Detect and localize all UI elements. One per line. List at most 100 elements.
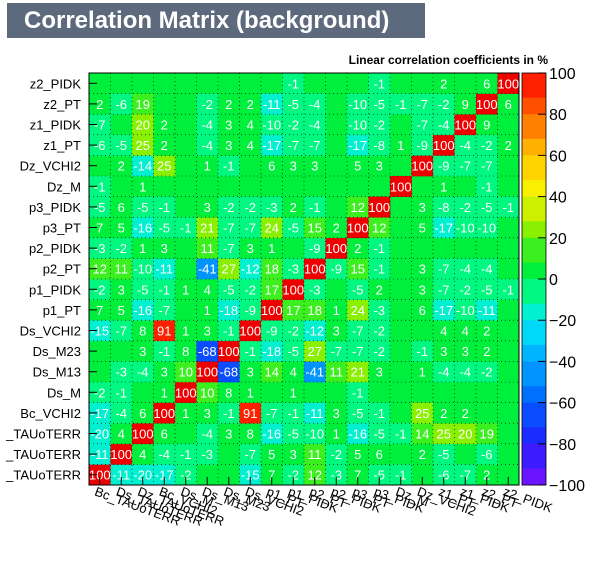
heatmap-cell: [196, 402, 219, 424]
heatmap-cell: [153, 382, 176, 403]
heatmap-cell: [433, 196, 455, 218]
cell-value-label: 100: [497, 76, 519, 91]
cell-value-label: -4: [438, 365, 450, 380]
cell-value-label: 1: [333, 427, 340, 442]
colorbar-segment: [522, 402, 546, 412]
cell-value-label: -17: [262, 138, 281, 153]
cell-value-label: -3: [309, 282, 321, 297]
cell-value-label: 3: [419, 282, 426, 297]
heatmap-cell: [110, 279, 133, 300]
heatmap-cell: [476, 279, 498, 300]
heatmap-cell: [110, 258, 133, 280]
heatmap-cell: [282, 402, 305, 424]
cell-value-label: -2: [180, 468, 192, 483]
colorbar-segment: [522, 270, 546, 280]
cell-value-label: -7: [94, 118, 106, 133]
heatmap-cell: [368, 464, 391, 486]
cell-value-label: 2: [96, 97, 103, 112]
heatmap-cell: [153, 464, 176, 486]
y-axis-label: Dz_M: [47, 179, 81, 194]
heatmap-cell: [347, 258, 369, 280]
heatmap-cell: [132, 443, 154, 465]
plot-frame: [88, 72, 520, 486]
cell-value-label: 2: [419, 447, 426, 462]
cell-value-label: 25: [437, 427, 451, 442]
heatmap-cell: [454, 134, 477, 156]
cell-value-label: 4: [139, 447, 146, 462]
heatmap-cell: [433, 176, 455, 197]
cell-value-label: 9: [483, 118, 490, 133]
heatmap-cell: [218, 299, 240, 321]
cell-value-label: 100: [89, 468, 111, 483]
heatmap-cell: [304, 217, 326, 239]
y-axis-label: p3_PIDK: [29, 200, 81, 215]
cell-value-label: 2: [118, 159, 125, 174]
heatmap-cell: [497, 73, 520, 94]
heatmap-cell: [110, 134, 133, 156]
cell-value-label: -1: [223, 324, 235, 339]
heatmap-cell: [110, 361, 133, 383]
cell-value-label: 20: [136, 118, 150, 133]
heatmap-cell: [196, 258, 219, 280]
cell-value-label: 4: [118, 427, 125, 442]
heatmap-cell: [132, 237, 154, 259]
heatmap-cell: [454, 93, 477, 115]
cell-value-label: -17: [348, 138, 367, 153]
cell-value-label: 100: [390, 179, 412, 194]
cell-value-label: -4: [201, 138, 213, 153]
cell-value-label: -1: [502, 200, 514, 215]
heatmap-cell: [347, 402, 369, 424]
colorbar-tick-label: 0: [549, 272, 558, 289]
cell-value-label: -7: [244, 447, 256, 462]
cell-value-label: 100: [368, 200, 390, 215]
cell-value-label: -10: [456, 221, 475, 236]
heatmap-cell: [153, 155, 176, 177]
heatmap-cell: [261, 464, 283, 486]
heatmap-cell: [368, 237, 391, 259]
cell-value-label: -5: [287, 427, 299, 442]
cell-value-label: 100: [282, 282, 304, 297]
cell-value-label: 3: [376, 365, 383, 380]
cell-value-label: -3: [94, 241, 106, 256]
heatmap-cell: [218, 114, 240, 136]
heatmap-cell: [282, 279, 305, 300]
heatmap-cell: [110, 299, 133, 321]
heatmap-cell: [325, 237, 348, 259]
cell-value-label: -3: [201, 447, 213, 462]
heatmap-cell: [497, 134, 520, 156]
heatmap-cell: [89, 134, 111, 156]
heatmap-cell: [196, 361, 219, 383]
cell-value-label: -9: [266, 324, 278, 339]
heatmap-cell: [110, 93, 133, 115]
heatmap-cell: [476, 320, 498, 342]
cell-value-label: 100: [132, 427, 154, 442]
cell-value-label: -10: [133, 262, 152, 277]
cell-value-label: -1: [395, 97, 407, 112]
cell-value-label: -20: [90, 427, 109, 442]
cell-value-label: 7: [268, 468, 275, 483]
heatmap-cell: [304, 237, 326, 259]
y-axis-label: z2_PIDK: [30, 76, 82, 91]
heatmap-cell: [239, 237, 262, 259]
colorbar-segment: [522, 89, 546, 99]
heatmap-cell: [132, 464, 154, 486]
cell-value-label: -41: [198, 262, 217, 277]
cell-value-label: -1: [395, 468, 407, 483]
cell-value-label: -1: [158, 282, 170, 297]
heatmap-cell: [368, 340, 391, 362]
heatmap-cell: [347, 134, 369, 156]
cell-value-label: -18: [219, 303, 238, 318]
cell-value-label: 11: [308, 447, 322, 462]
cell-value-label: 3: [204, 324, 211, 339]
heatmap-cell: [153, 443, 176, 465]
cell-value-label: 2: [483, 324, 490, 339]
cell-value-label: 3: [225, 138, 232, 153]
heatmap-cell: [196, 114, 219, 136]
colorbar-segment: [522, 336, 546, 346]
cell-value-label: 2: [376, 282, 383, 297]
cell-value-label: -5: [137, 282, 149, 297]
heatmap-cell: [153, 114, 176, 136]
cell-value-label: -2: [287, 324, 299, 339]
cell-value-label: -4: [201, 427, 213, 442]
heatmap-cell: [218, 402, 240, 424]
